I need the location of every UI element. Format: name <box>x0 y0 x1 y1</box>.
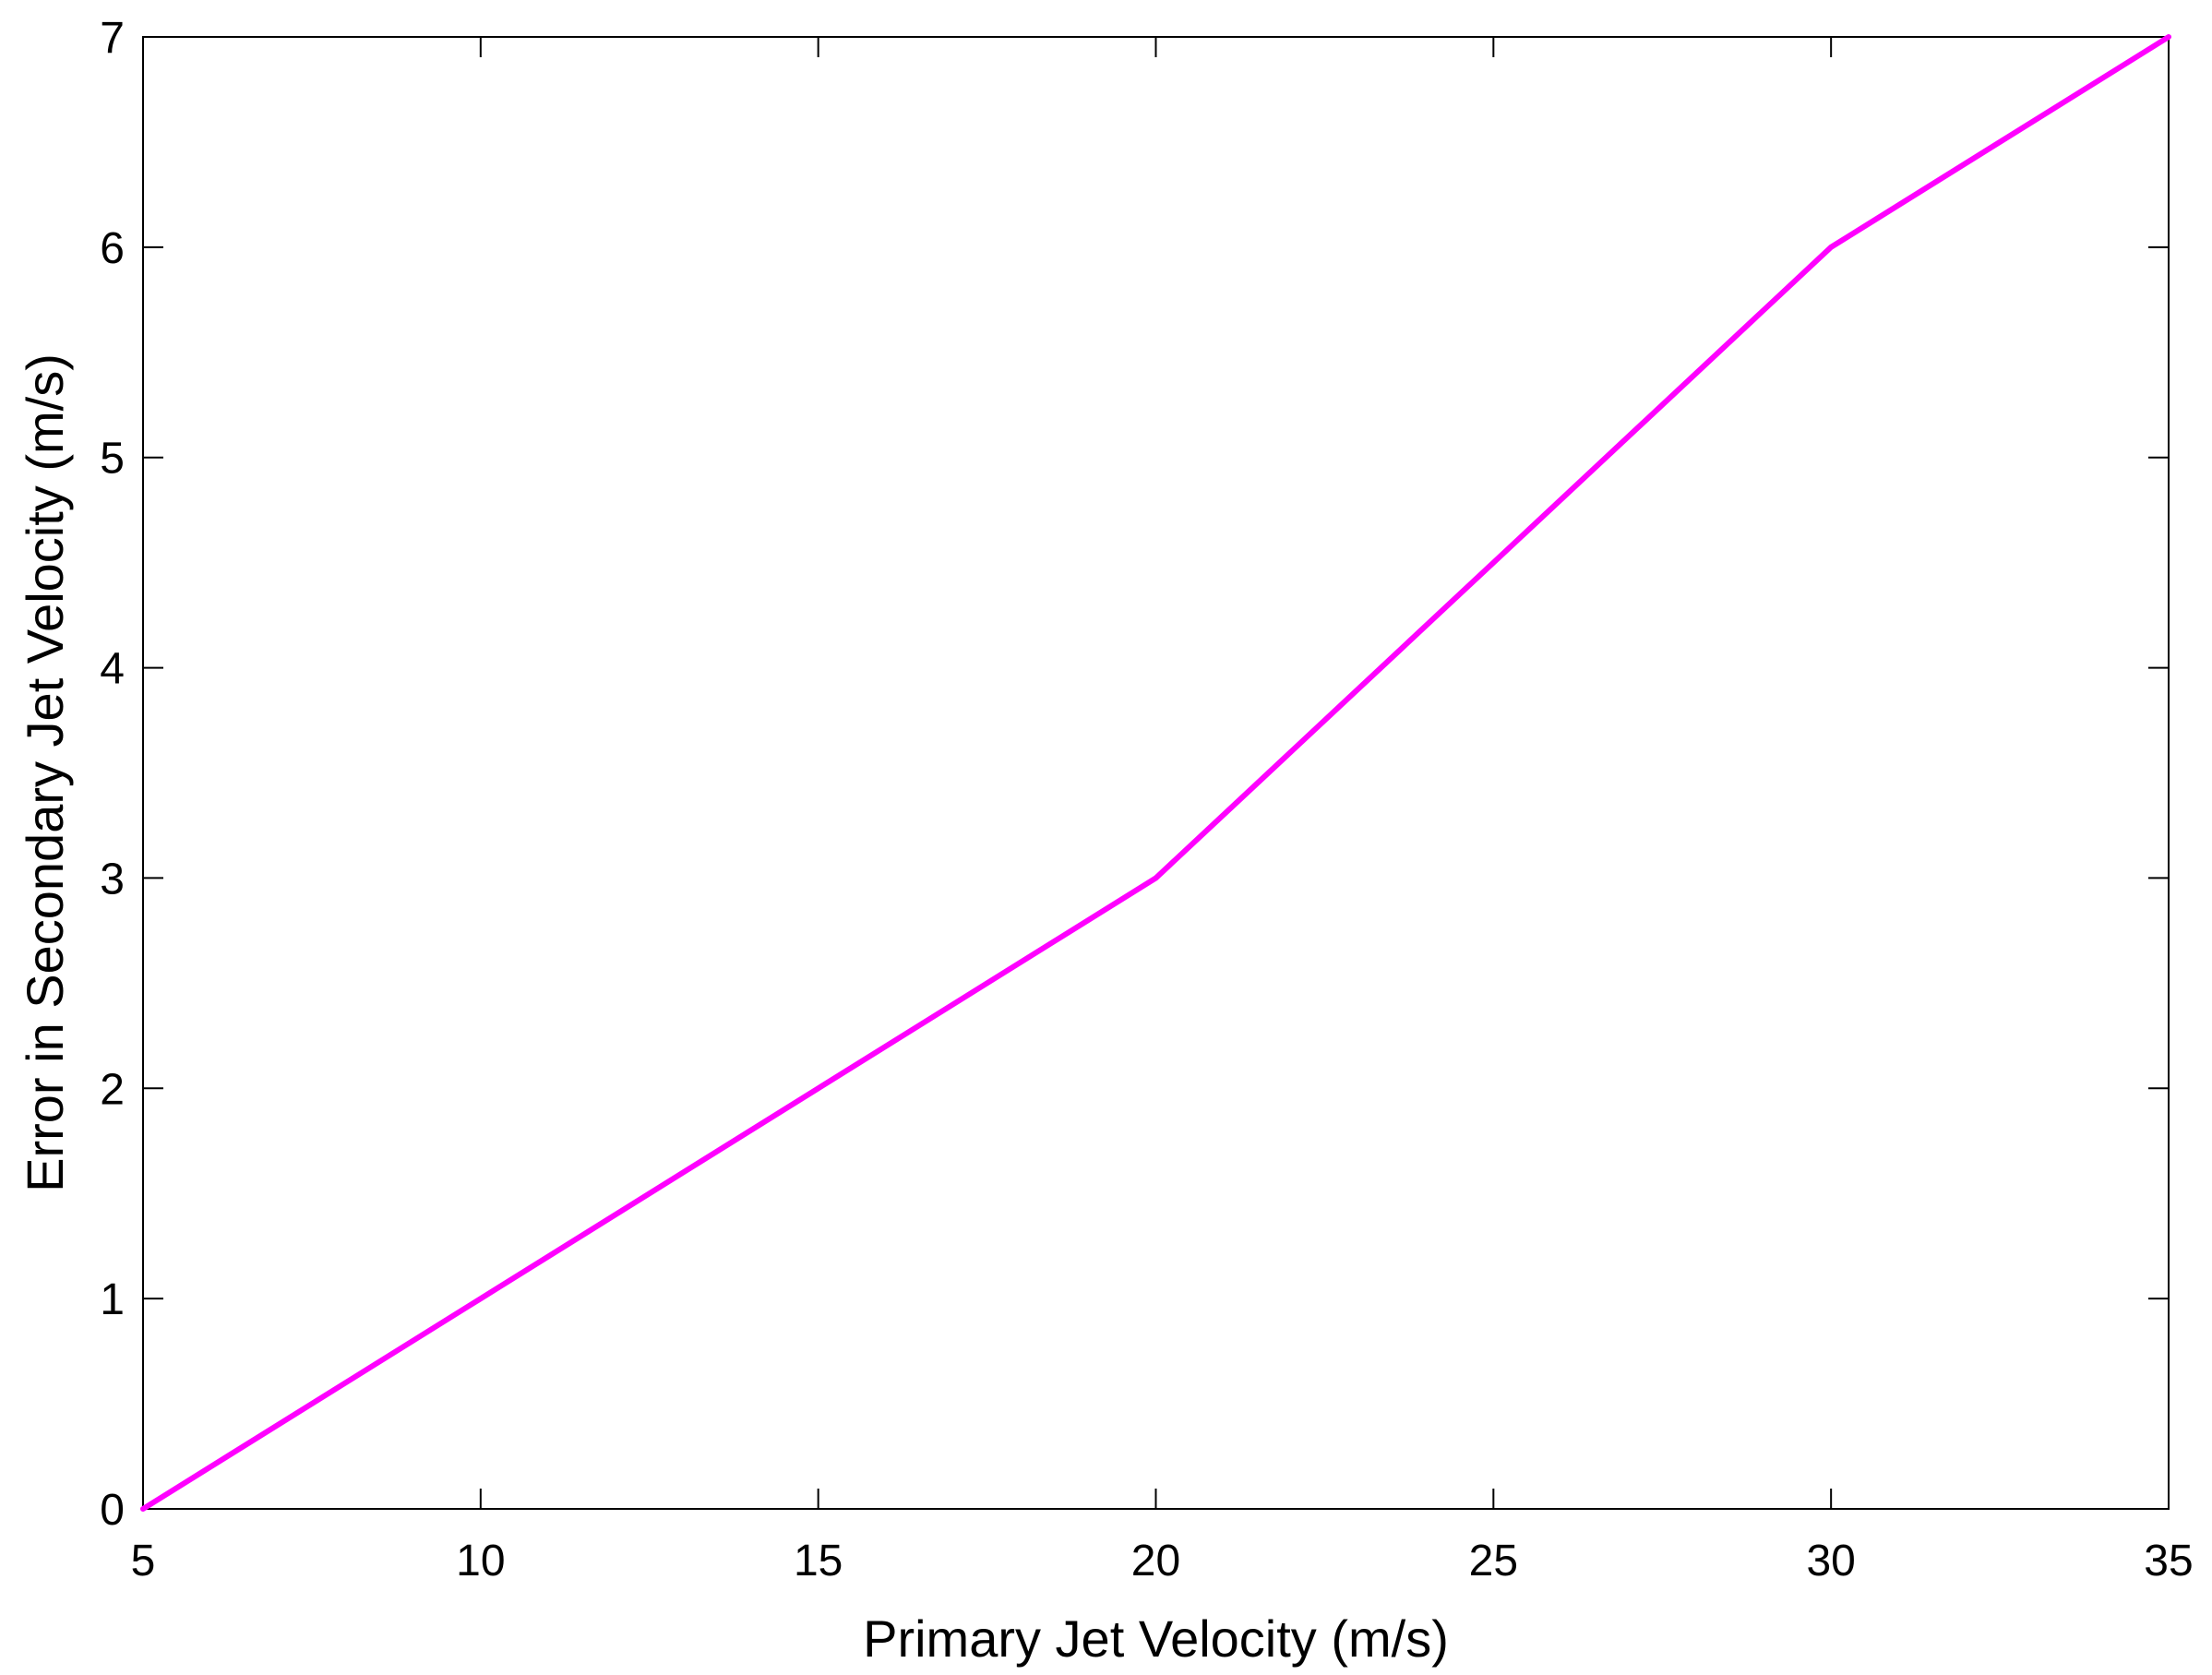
x-tick-label: 15 <box>794 1537 843 1585</box>
y-tick-label: 3 <box>100 855 125 903</box>
y-tick-label: 5 <box>100 435 125 484</box>
y-axis-label: Error in Secondary Jet Velocity (m/s) <box>16 353 74 1192</box>
series-lines <box>140 34 2171 1512</box>
x-tick-label: 10 <box>456 1537 505 1585</box>
x-tick-label: 20 <box>1131 1537 1180 1585</box>
x-tick-label: 25 <box>1469 1537 1518 1585</box>
x-tick-label: 30 <box>1806 1537 1855 1585</box>
series-line <box>140 34 2171 1512</box>
x-tick-label: 5 <box>131 1537 156 1585</box>
y-tick-label: 2 <box>100 1065 125 1114</box>
x-axis-tick-labels: 5 10 15 20 25 30 35 <box>131 1537 2194 1585</box>
y-axis-tick-labels: 0 1 2 3 4 5 6 7 <box>100 14 125 1535</box>
y-tick-label: 7 <box>100 14 125 63</box>
y-tick-label: 4 <box>100 645 125 694</box>
y-tick-label: 6 <box>100 224 125 273</box>
y-tick-label: 0 <box>100 1486 125 1535</box>
axis-ticks <box>142 36 2170 1510</box>
x-axis-label: Primary Jet Velocity (m/s) <box>863 1609 1449 1668</box>
y-tick-label: 1 <box>100 1275 125 1324</box>
x-tick-label: 35 <box>2144 1537 2193 1585</box>
